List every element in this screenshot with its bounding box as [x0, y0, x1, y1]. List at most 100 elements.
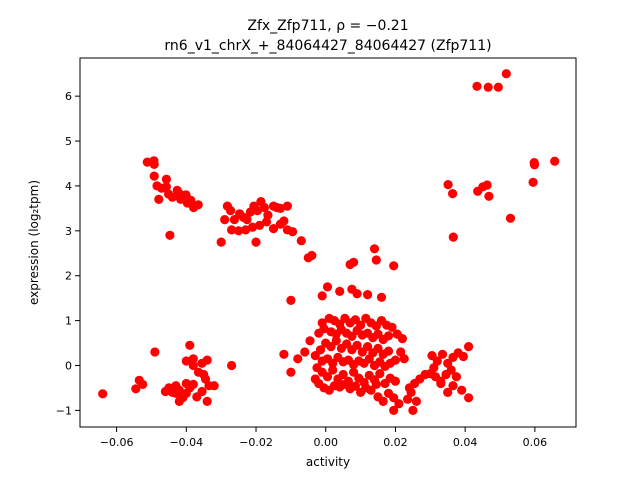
- data-point: [375, 369, 385, 379]
- x-axis-label: activity: [306, 455, 350, 469]
- data-point: [352, 340, 362, 350]
- x-tick-label: −0.02: [239, 436, 273, 449]
- data-point: [396, 347, 406, 357]
- x-tick-label: 0.06: [523, 436, 548, 449]
- data-point: [259, 202, 269, 213]
- data-point: [314, 328, 324, 338]
- data-point: [364, 354, 374, 364]
- x-tick-label: 0.02: [383, 436, 408, 449]
- data-point: [436, 378, 446, 389]
- data-point: [296, 236, 306, 246]
- data-point: [448, 189, 458, 199]
- x-tick-label: −0.04: [169, 436, 203, 449]
- data-point: [328, 358, 338, 368]
- y-axis-label: expression (log₂tpm): [27, 180, 41, 305]
- data-point: [254, 220, 265, 230]
- data-point: [261, 217, 272, 227]
- data-point: [389, 261, 399, 271]
- data-point: [202, 355, 212, 365]
- data-point: [373, 343, 383, 353]
- data-point: [443, 180, 453, 190]
- data-point: [310, 351, 320, 361]
- data-point: [226, 206, 236, 216]
- data-point: [305, 336, 315, 346]
- x-tick-label: 0.00: [313, 436, 338, 449]
- data-point: [383, 346, 394, 356]
- data-point: [408, 405, 418, 415]
- data-point: [167, 192, 177, 202]
- x-axis-ticks: −0.06 −0.04 −0.02 0.00 0.02 0.04 0.06: [100, 427, 547, 449]
- data-point: [310, 374, 320, 384]
- y-tick-label: 3: [65, 225, 72, 238]
- data-point: [216, 237, 226, 247]
- data-point: [293, 354, 303, 364]
- data-point: [464, 393, 474, 403]
- data-point: [209, 381, 219, 391]
- data-point: [131, 384, 141, 394]
- data-point: [160, 386, 170, 397]
- data-point: [550, 156, 560, 166]
- data-point: [458, 351, 468, 362]
- data-point: [376, 292, 387, 302]
- data-point: [352, 289, 362, 299]
- data-point: [529, 160, 540, 170]
- data-point: [188, 354, 198, 364]
- data-point: [181, 378, 191, 389]
- y-tick-label: 6: [65, 90, 72, 103]
- data-point: [275, 203, 285, 213]
- data-point: [161, 182, 171, 192]
- data-point: [429, 363, 439, 373]
- data-point: [383, 331, 394, 341]
- data-point: [286, 367, 296, 377]
- data-point: [448, 381, 458, 391]
- data-point: [241, 225, 251, 235]
- data-point: [161, 174, 171, 184]
- data-point: [227, 225, 237, 235]
- data-point: [181, 356, 191, 366]
- data-point: [335, 286, 345, 296]
- data-point: [242, 215, 252, 225]
- data-point: [349, 367, 359, 377]
- data-point: [150, 347, 160, 357]
- data-point: [252, 206, 262, 216]
- data-point: [154, 194, 164, 204]
- data-point: [186, 195, 196, 205]
- data-point: [149, 159, 159, 169]
- data-point: [193, 200, 203, 210]
- data-point: [303, 253, 313, 263]
- data-point: [322, 372, 333, 382]
- y-tick-label: 2: [65, 270, 72, 283]
- data-point: [472, 81, 482, 91]
- y-tick-label: 1: [65, 315, 72, 328]
- data-point: [363, 342, 373, 352]
- data-point: [394, 399, 404, 409]
- data-point: [279, 349, 289, 359]
- y-tick-label: 4: [65, 180, 72, 193]
- data-point: [390, 376, 400, 386]
- data-point: [165, 230, 175, 240]
- y-tick-label: 5: [65, 135, 72, 148]
- data-point: [464, 342, 474, 352]
- data-point: [350, 381, 360, 391]
- data-point: [268, 224, 279, 234]
- data-point: [473, 186, 483, 196]
- data-point: [234, 226, 244, 236]
- data-point: [404, 383, 414, 393]
- data-point: [387, 322, 397, 332]
- data-point: [457, 385, 467, 395]
- y-axis-ticks: −1 0 1 2 3 4 5 6: [56, 90, 80, 417]
- data-point: [227, 360, 237, 371]
- data-point: [451, 372, 461, 382]
- data-point: [247, 222, 258, 232]
- chart-title: Zfx_Zfp711, ρ = −0.21 rn6_v1_chrX_+_8406…: [164, 18, 491, 54]
- data-point: [331, 336, 341, 346]
- data-point: [338, 369, 348, 380]
- data-point: [188, 360, 198, 371]
- data-point: [443, 387, 453, 397]
- data-point: [202, 396, 212, 406]
- data-point: [149, 171, 159, 181]
- chart-title-line1: Zfx_Zfp711, ρ = −0.21: [247, 18, 408, 34]
- data-point: [185, 340, 195, 350]
- data-point: [437, 349, 448, 359]
- data-point: [286, 295, 296, 305]
